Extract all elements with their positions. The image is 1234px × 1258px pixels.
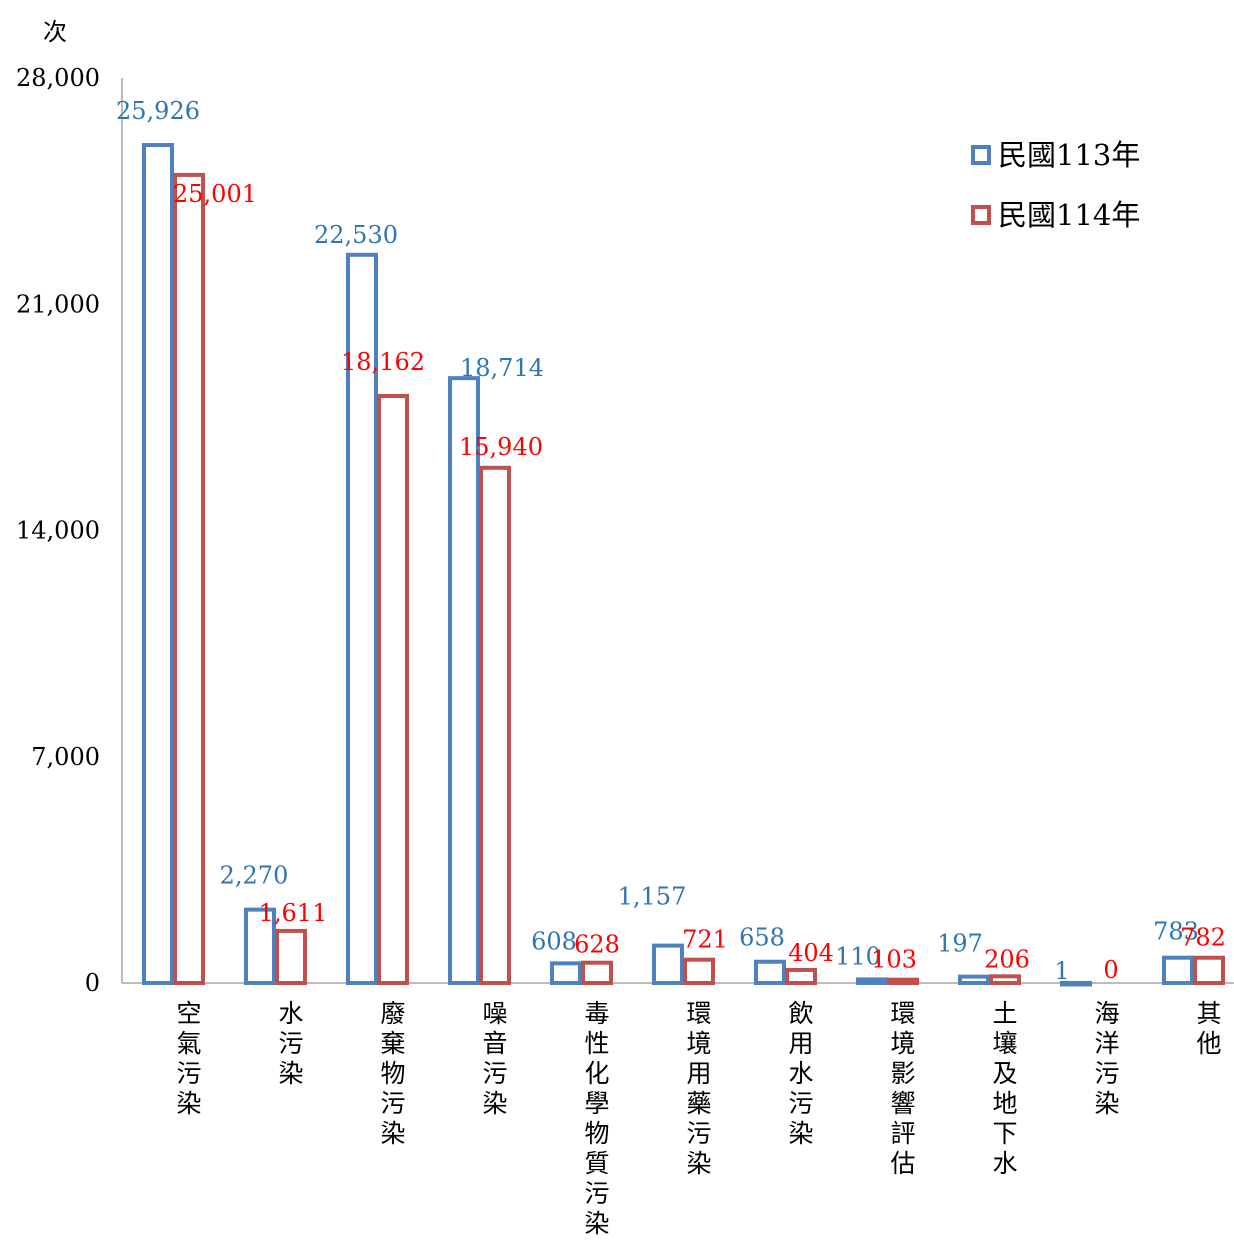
category-label-7: 環境影響評估 — [890, 999, 915, 1178]
data-label-113-1: 2,270 — [220, 862, 289, 890]
data-label-114-9: 0 — [1103, 956, 1118, 984]
data-label-113-9: 1 — [1054, 957, 1069, 985]
y-tick-label: 7,000 — [31, 743, 100, 771]
category-label-1: 水污染 — [278, 999, 303, 1088]
bar-114-1 — [275, 928, 307, 985]
bar-113-4 — [550, 961, 582, 985]
data-label-113-10: 783 — [1153, 918, 1199, 946]
data-label-114-3: 15,940 — [459, 433, 543, 461]
data-label-114-10: 782 — [1180, 924, 1226, 952]
data-label-114-5: 721 — [682, 926, 728, 954]
legend-label-1: 民國114年 — [998, 198, 1140, 232]
bar-114-7 — [887, 977, 919, 986]
bar-113-1 — [244, 907, 276, 986]
data-label-113-5: 1,157 — [618, 883, 687, 911]
category-label-9: 海洋污染 — [1094, 999, 1119, 1118]
bar-114-0 — [173, 172, 205, 986]
bar-113-0 — [142, 143, 174, 985]
y-tick-label: 14,000 — [16, 517, 100, 545]
bar-114-8 — [989, 974, 1021, 986]
category-label-6: 飲用水污染 — [788, 999, 813, 1148]
bars-group — [142, 143, 1225, 987]
category-label-8: 土壤及地下水 — [992, 999, 1017, 1178]
data-label-114-0: 25,001 — [173, 180, 257, 208]
bar-114-5 — [683, 957, 715, 985]
bar-113-2 — [346, 252, 378, 985]
category-label-0: 空氣污染 — [176, 999, 201, 1118]
bar-113-6 — [754, 959, 786, 985]
bar-114-4 — [581, 960, 613, 986]
bar-114-2 — [377, 393, 409, 985]
category-label-10: 其他 — [1196, 999, 1221, 1058]
category-label-4: 毒性化學物質污染 — [584, 999, 609, 1238]
data-label-113-3: 18,714 — [460, 354, 544, 382]
data-label-113-4: 608 — [531, 927, 577, 955]
category-label-3: 噪音污染 — [482, 999, 507, 1118]
legend-swatch-1 — [971, 205, 991, 225]
data-label-113-6: 658 — [739, 924, 785, 952]
category-label-5: 環境用藥污染 — [686, 999, 711, 1178]
category-labels-group: 空氣污染 水污染 廢棄物污染 噪音污染 毒性化學物質污染 環境用藥污染 飲用水污染 環境影響評… — [176, 999, 1221, 1238]
y-axis-unit-label: 次 — [43, 18, 67, 46]
bar-113-5 — [652, 943, 684, 986]
bar-113-7 — [856, 977, 888, 985]
data-label-114-1: 1,611 — [259, 899, 328, 927]
data-label-113-8: 197 — [937, 930, 983, 958]
data-label-114-7: 103 — [871, 946, 917, 974]
data-label-114-6: 404 — [788, 939, 834, 967]
legend-label-0: 民國113年 — [998, 138, 1140, 172]
value-labels-group: 25,926 25,001 2,270 1,611 22,530 18,162 18,714… — [116, 97, 1226, 985]
bar-114-6 — [785, 967, 817, 985]
bar-113-3 — [448, 376, 480, 985]
bar-114-10 — [1193, 955, 1225, 986]
y-tick-label: 21,000 — [16, 290, 100, 318]
y-axis-ticks: 0 7,000 21,000 14,000 28,000 — [16, 64, 100, 997]
bar-113-8 — [958, 974, 990, 986]
y-tick-label: 28,000 — [16, 64, 100, 92]
data-label-113-2: 22,530 — [314, 221, 398, 249]
data-label-114-4: 628 — [574, 931, 620, 959]
legend-swatch-0 — [971, 145, 991, 165]
category-label-2: 廢棄物污染 — [380, 999, 405, 1148]
bar-113-9 — [1060, 980, 1092, 987]
y-tick-label: 0 — [85, 969, 100, 997]
bar-113-10 — [1162, 955, 1194, 985]
data-label-113-7: 110 — [835, 942, 881, 970]
data-label-114-2: 18,162 — [341, 348, 425, 376]
data-label-114-8: 206 — [984, 945, 1030, 973]
data-label-113-0: 25,926 — [116, 97, 200, 125]
bar-114-3 — [479, 465, 511, 985]
